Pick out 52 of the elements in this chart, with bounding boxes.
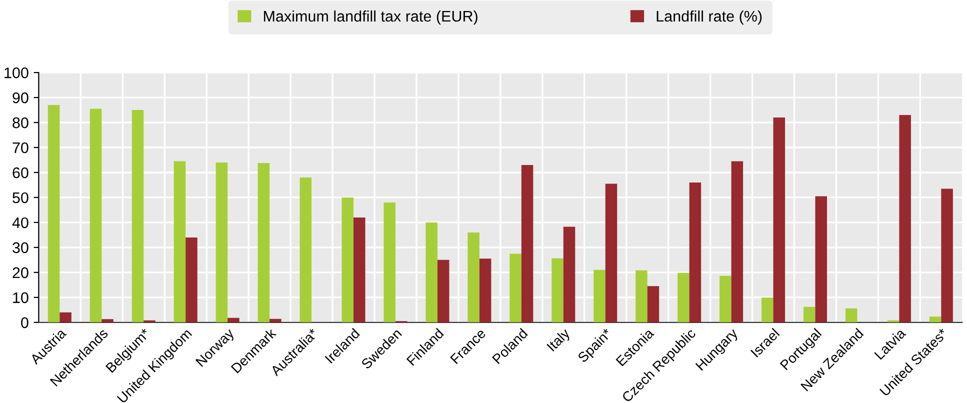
bar <box>510 254 522 322</box>
y-tick-label: 90 <box>12 92 28 104</box>
bar <box>479 258 492 322</box>
bar <box>186 237 198 322</box>
bar <box>563 226 576 322</box>
legend-label: Landfill rate (%) <box>656 10 762 25</box>
y-tick-label: 40 <box>12 217 28 228</box>
bar <box>174 161 186 322</box>
bar <box>594 270 606 322</box>
bar <box>342 197 354 322</box>
bar <box>102 319 114 322</box>
bar <box>521 164 534 322</box>
y-tick-label: 100 <box>4 67 28 78</box>
bar <box>762 298 774 322</box>
x-tick-label: Italy <box>546 327 573 354</box>
bar <box>678 272 690 322</box>
bar <box>426 222 438 322</box>
bar <box>132 110 144 322</box>
y-tick-label: 20 <box>12 267 28 278</box>
bar <box>384 202 396 322</box>
bar <box>689 182 702 322</box>
bar <box>845 308 858 322</box>
legend-label: Maximum landfill tax rate (EUR) <box>264 10 478 25</box>
y-tick-label: 70 <box>12 142 28 154</box>
bar <box>941 188 953 322</box>
y-tick-label: 30 <box>12 242 28 254</box>
bar <box>636 270 648 322</box>
y-tick-label: 80 <box>12 117 28 128</box>
bar <box>720 276 732 322</box>
bar <box>90 108 102 322</box>
y-tick-label: 60 <box>12 167 28 178</box>
y-tick-label: 10 <box>13 292 28 304</box>
bar <box>899 115 911 322</box>
bar <box>647 286 660 322</box>
bar <box>552 258 564 322</box>
bar <box>437 260 450 322</box>
bar <box>354 217 366 322</box>
y-tick-label: 50 <box>12 192 28 204</box>
bar <box>929 316 942 322</box>
bar <box>468 232 480 322</box>
bar <box>815 196 827 322</box>
bar <box>605 184 618 322</box>
bar <box>773 118 786 322</box>
bar <box>803 306 816 322</box>
y-tick-label: 0 <box>21 317 28 328</box>
bar <box>300 177 312 322</box>
bar <box>48 105 60 322</box>
bar <box>731 161 744 322</box>
bar <box>228 318 240 322</box>
bar <box>216 162 228 322</box>
bar <box>258 162 270 322</box>
bar <box>60 312 72 322</box>
